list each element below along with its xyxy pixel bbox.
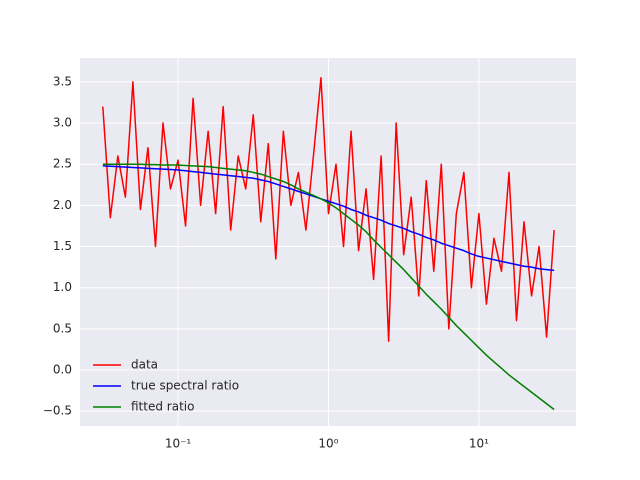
y-tick-label: 0.5	[53, 321, 72, 335]
y-tick-label: 2.5	[53, 157, 72, 171]
y-tick-label: −0.5	[43, 404, 72, 418]
legend-label: data	[131, 358, 158, 372]
y-tick-label: 1.5	[53, 239, 72, 253]
data-line	[102, 165, 555, 272]
y-tick-label: 3.0	[53, 116, 72, 130]
data-line	[102, 77, 555, 342]
legend-label: true spectral ratio	[131, 379, 239, 393]
x-tick-label: 10¹	[469, 437, 489, 451]
y-tick-label: 1.0	[53, 280, 72, 294]
y-tick-label: 3.5	[53, 74, 72, 88]
x-tick-label: 10⁰	[318, 437, 338, 451]
y-tick-label: 0.0	[53, 363, 72, 377]
y-tick-label: 2.0	[53, 198, 72, 212]
data-line	[102, 163, 555, 411]
x-tick-label: 10⁻¹	[165, 437, 192, 451]
legend-label: fitted ratio	[131, 400, 194, 414]
